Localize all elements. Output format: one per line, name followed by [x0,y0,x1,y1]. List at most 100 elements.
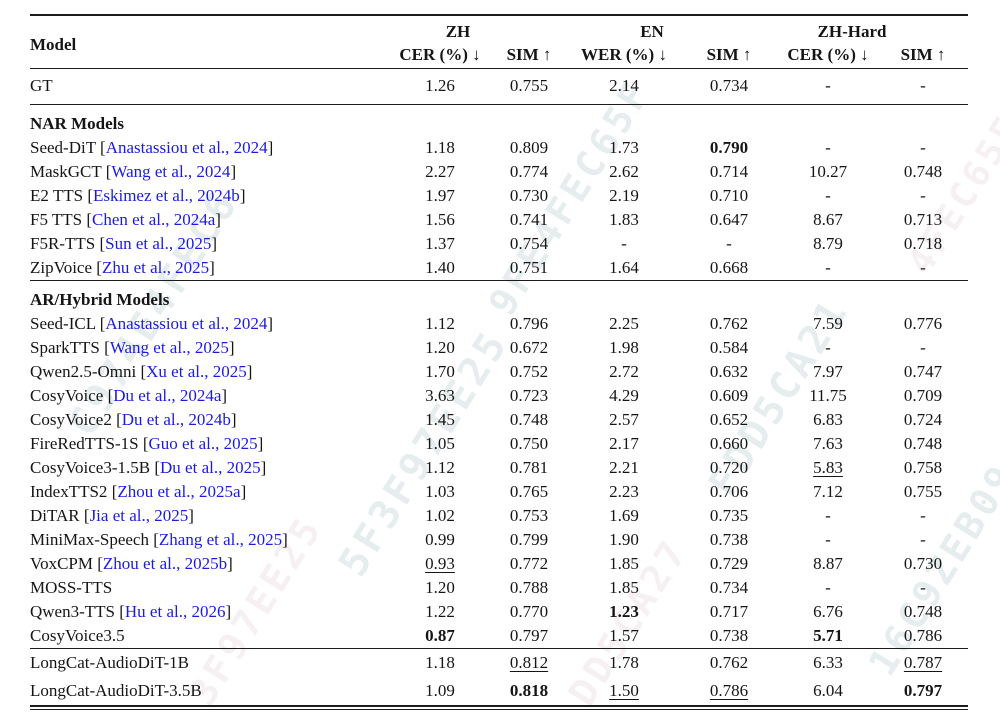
value-text: 1.18 [425,653,455,672]
value-cell: 1.18 [390,136,490,160]
value-text: 0.770 [509,602,549,621]
citation-link[interactable]: Du et al., 2024b [121,410,231,429]
value-text: 1.70 [425,362,455,381]
value-text: 0.713 [903,210,943,229]
model-cell: SparkTTS [Wang et al., 2025] [30,338,235,357]
table-row: CosyVoice3-1.5B [Du et al., 2025] 1.12 0.7… [30,456,968,480]
value-cell: 0.751 [490,256,568,281]
model-name: LongCat-AudioDiT-1B [30,653,189,672]
table-row: Qwen2.5-Omni [Xu et al., 2025] 1.70 0.752 2… [30,360,968,384]
value-cell: 1.20 [390,336,490,360]
value-cell: 0.668 [680,256,778,281]
value-text: 2.14 [609,76,639,95]
model-name: Seed-ICL [30,314,96,333]
section-title: NAR Models [30,114,124,133]
value-cell: 5.71 [778,624,878,649]
metric-header: SIM ↑ [900,45,946,64]
model-name: VoxCPM [30,554,93,573]
value-text: 0.660 [709,434,749,453]
citation-link[interactable]: Chen et al., 2024a [92,210,216,229]
value-text: 2.72 [609,362,639,381]
model-cell: F5 TTS [Chen et al., 2024a] [30,210,221,229]
citation-link[interactable]: Zhou et al., 2025a [117,482,241,501]
table-row: MaskGCT [Wang et al., 2024] 2.27 0.774 2.62… [30,160,968,184]
citation-link[interactable]: Anastassiou et al., 2024 [105,314,268,333]
citation-link[interactable]: Xu et al., 2025 [146,362,247,381]
value-text: 0.709 [903,386,943,405]
value-cell: 1.45 [390,408,490,432]
table-row: Seed-ICL [Anastassiou et al., 2024] 1.12 0… [30,312,968,336]
value-cell: - [680,232,778,256]
value-cell: 1.18 [390,649,490,678]
value-cell: 1.03 [390,480,490,504]
citation-link[interactable]: Du et al., 2025 [160,458,261,477]
group-header-zh: ZH [445,22,471,41]
value-cell: - [878,576,968,600]
value-cell: 2.57 [568,408,680,432]
value-cell: 4.29 [568,384,680,408]
value-cell: 2.25 [568,312,680,336]
value-text: 0.752 [509,362,549,381]
value-cell: 1.98 [568,336,680,360]
section-title: AR/Hybrid Models [30,290,170,309]
value-text: 1.37 [425,234,455,253]
value-cell: 10.27 [778,160,878,184]
citation-link[interactable]: Zhang et al., 2025 [158,530,283,549]
value-text: 5.71 [813,626,843,645]
citation-link[interactable]: Eskimez et al., 2024b [92,186,240,205]
value-cell: 0.799 [490,528,568,552]
model-name: F5R-TTS [30,234,96,253]
citation-link[interactable]: Anastassiou et al., 2024 [105,138,268,157]
value-text: 0.755 [903,482,943,501]
value-cell: - [778,256,878,281]
value-cell: 2.62 [568,160,680,184]
metric-header: SIM ↑ [506,45,552,64]
value-cell: 7.97 [778,360,878,384]
value-cell: 2.72 [568,360,680,384]
citation-link[interactable]: Wang et al., 2025 [109,338,229,357]
value-text: 0.748 [903,162,943,181]
value-cell: 1.12 [390,312,490,336]
citation-link[interactable]: Du et al., 2024a [113,386,222,405]
value-text: 1.02 [425,506,455,525]
section-nar-models: NAR Models Seed-DiT [Anastassiou et al., … [30,105,968,281]
value-cell: 2.21 [568,456,680,480]
value-cell: 1.02 [390,504,490,528]
value-text: 0.738 [709,530,749,549]
citation-link[interactable]: Guo et al., 2025 [148,434,258,453]
value-text: - [825,530,831,549]
citation-link[interactable]: Jia et al., 2025 [89,506,189,525]
model-name: CosyVoice2 [30,410,112,429]
value-text: 0.762 [709,314,749,333]
value-cell: 0.738 [680,528,778,552]
value-cell: 0.748 [878,160,968,184]
value-text: - [726,234,732,253]
citation-link[interactable]: Zhou et al., 2025b [102,554,228,573]
citation-link[interactable]: Sun et al., 2025 [105,234,212,253]
value-text: 2.62 [609,162,639,181]
value-cell: 8.87 [778,552,878,576]
value-text: 10.27 [808,162,848,181]
value-text: 1.23 [609,602,639,621]
value-cell: - [878,504,968,528]
value-cell: - [778,336,878,360]
table-row: MiniMax-Speech [Zhang et al., 2025] 0.99 0… [30,528,968,552]
citation-link[interactable]: Hu et al., 2026 [124,602,226,621]
value-cell: 6.76 [778,600,878,624]
citation-link[interactable]: Zhu et al., 2025 [101,258,210,277]
model-cell: Seed-ICL [Anastassiou et al., 2024] [30,314,274,333]
citation-link[interactable]: Wang et al., 2024 [111,162,231,181]
model-cell: Qwen2.5-Omni [Xu et al., 2025] [30,362,253,381]
group-header-en: EN [640,22,664,41]
table-header: Model ZH EN ZH-Hard CER (%) ↓ SIM ↑ WER (%) … [30,15,968,69]
value-text: 0.765 [509,482,549,501]
value-cell: 0.729 [680,552,778,576]
value-text: 0.776 [903,314,943,333]
model-name: Seed-DiT [30,138,96,157]
value-text: 0.753 [509,506,549,525]
model-name: GT [30,76,53,95]
model-column-header: Model [30,34,77,54]
value-cell: - [878,69,968,105]
value-cell: 1.26 [390,69,490,105]
table-row: SparkTTS [Wang et al., 2025] 1.20 0.672 1.9… [30,336,968,360]
